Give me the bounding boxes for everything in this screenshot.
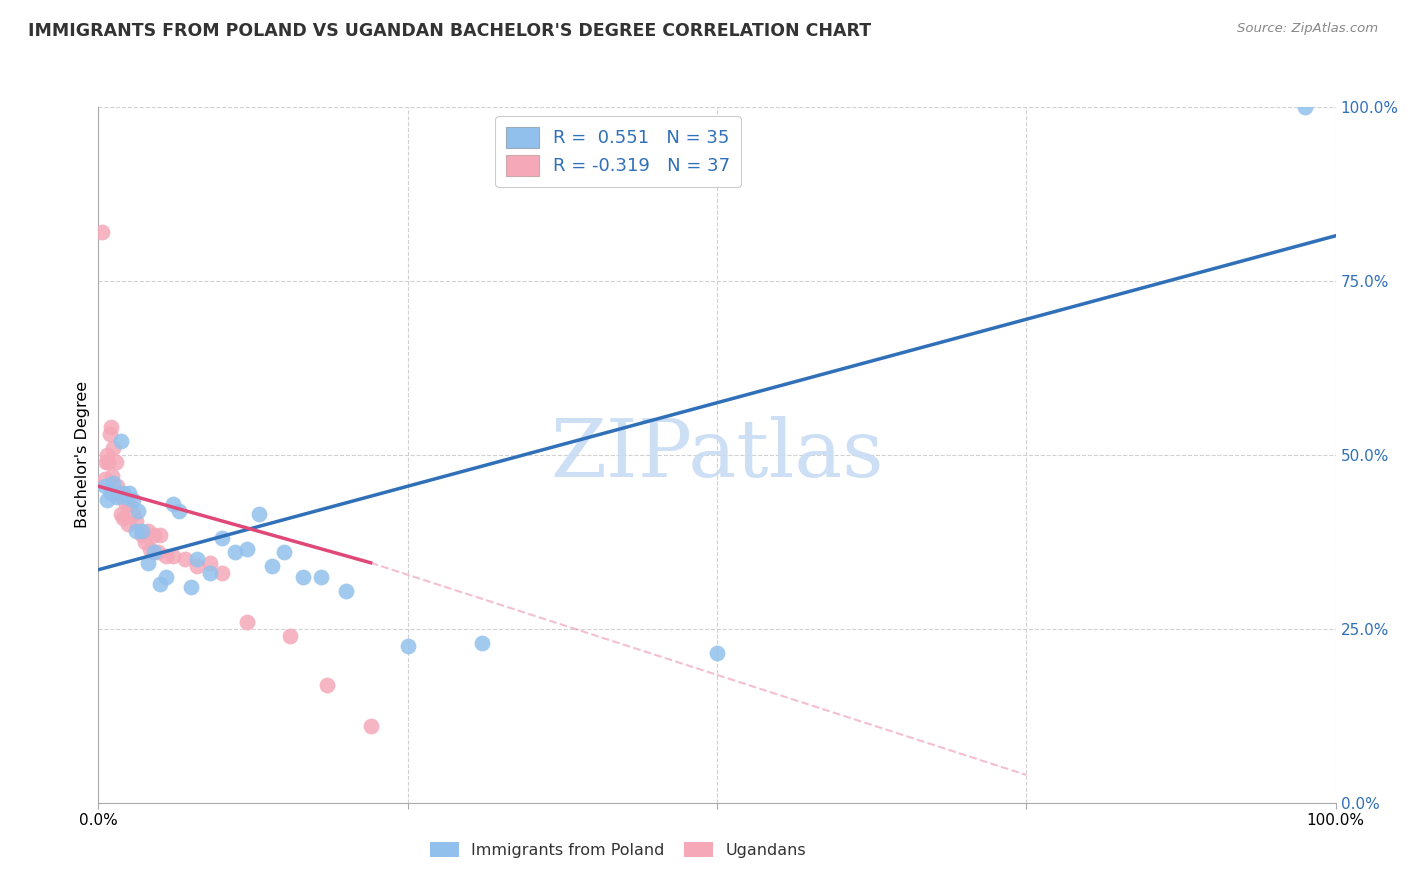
Point: [112, 486, 135, 500]
Point: [100, 420, 122, 434]
Point: [309, 570, 332, 584]
Point: [107, 486, 129, 500]
Point: [706, 646, 728, 660]
Point: [100, 486, 122, 500]
Point: [180, 580, 202, 594]
Point: [162, 497, 184, 511]
Point: [122, 493, 145, 508]
Point: [122, 507, 145, 521]
Point: [110, 434, 132, 448]
Point: [273, 545, 295, 559]
Point: [105, 490, 128, 504]
Point: [93, 479, 115, 493]
Point: [471, 636, 494, 650]
Point: [105, 479, 128, 493]
Point: [117, 517, 139, 532]
Point: [136, 524, 159, 539]
Point: [143, 528, 166, 542]
Point: [146, 545, 169, 559]
Point: [211, 566, 233, 581]
Point: [149, 576, 172, 591]
Point: [316, 677, 339, 691]
Point: [224, 545, 246, 559]
Point: [103, 475, 125, 490]
Point: [112, 510, 135, 524]
Point: [124, 524, 146, 539]
Point: [236, 615, 259, 629]
Point: [114, 497, 136, 511]
Point: [211, 532, 233, 546]
Point: [162, 549, 184, 563]
Point: [136, 556, 159, 570]
Point: [91, 225, 114, 239]
Point: [278, 629, 301, 643]
Point: [198, 556, 221, 570]
Point: [103, 441, 125, 455]
Point: [134, 535, 156, 549]
Point: [98, 427, 121, 442]
Text: Source: ZipAtlas.com: Source: ZipAtlas.com: [1237, 22, 1378, 36]
Point: [131, 524, 153, 539]
Point: [396, 639, 419, 653]
Point: [131, 528, 153, 542]
Point: [186, 552, 208, 566]
Point: [118, 497, 141, 511]
Point: [198, 566, 221, 581]
Point: [247, 507, 270, 521]
Point: [360, 719, 382, 733]
Point: [118, 486, 141, 500]
Point: [97, 455, 120, 469]
Text: IMMIGRANTS FROM POLAND VS UGANDAN BACHELOR'S DEGREE CORRELATION CHART: IMMIGRANTS FROM POLAND VS UGANDAN BACHEL…: [28, 22, 872, 40]
Point: [110, 507, 132, 521]
Point: [94, 455, 117, 469]
Point: [155, 570, 177, 584]
Point: [167, 503, 190, 517]
Point: [96, 448, 118, 462]
Point: [111, 490, 134, 504]
Point: [101, 468, 124, 483]
Point: [143, 545, 166, 559]
Point: [260, 559, 283, 574]
Legend: Immigrants from Poland, Ugandans: Immigrants from Poland, Ugandans: [423, 836, 813, 864]
Point: [1294, 100, 1316, 114]
Point: [186, 559, 208, 574]
Point: [114, 490, 136, 504]
Y-axis label: Bachelor's Degree: Bachelor's Degree: [75, 382, 90, 528]
Text: ZIPatlas: ZIPatlas: [550, 416, 884, 494]
Point: [139, 541, 162, 556]
Point: [127, 503, 149, 517]
Point: [174, 552, 197, 566]
Point: [149, 528, 172, 542]
Point: [291, 570, 314, 584]
Point: [335, 583, 357, 598]
Point: [104, 455, 127, 469]
Point: [155, 549, 177, 563]
Point: [236, 541, 259, 556]
Point: [96, 493, 118, 508]
Point: [124, 514, 146, 528]
Point: [93, 472, 115, 486]
